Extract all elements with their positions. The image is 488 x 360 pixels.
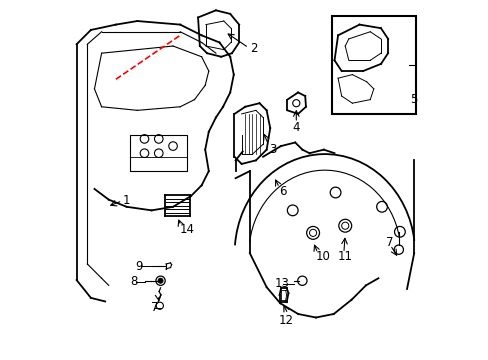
Text: 3: 3 xyxy=(269,143,276,156)
Text: 9: 9 xyxy=(135,260,143,273)
Bar xyxy=(331,16,415,114)
Text: 12: 12 xyxy=(279,314,294,327)
Text: 5: 5 xyxy=(410,93,417,106)
Bar xyxy=(130,135,187,171)
Text: 6: 6 xyxy=(279,185,286,198)
Text: 2: 2 xyxy=(249,42,257,55)
Text: 7: 7 xyxy=(385,236,392,249)
Text: 1: 1 xyxy=(122,194,130,207)
Text: 10: 10 xyxy=(315,250,329,263)
Text: 14: 14 xyxy=(179,223,194,236)
Text: 13: 13 xyxy=(274,277,289,290)
Circle shape xyxy=(158,278,163,283)
Text: 7: 7 xyxy=(150,301,158,314)
Text: 11: 11 xyxy=(337,250,352,263)
Text: 8: 8 xyxy=(130,275,137,288)
Text: 4: 4 xyxy=(291,121,299,134)
